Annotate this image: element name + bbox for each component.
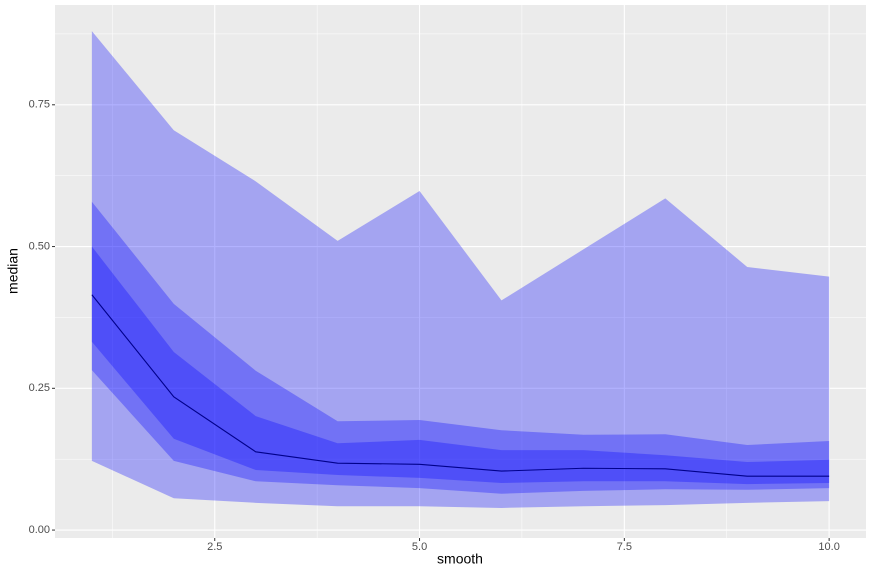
y-tick-label: 0.25	[29, 382, 50, 394]
panel	[55, 5, 866, 538]
x-tick-label: 10.0	[818, 541, 839, 553]
band	[91, 246, 830, 485]
x-axis-title: smooth	[437, 551, 483, 567]
y-axis-title: median	[5, 248, 21, 294]
x-tick-label: 7.5	[617, 541, 632, 553]
band	[91, 201, 830, 494]
band	[91, 31, 830, 508]
x-tick-label: 2.5	[207, 541, 222, 553]
x-tick-label: 5.0	[412, 541, 427, 553]
median-line	[91, 294, 830, 477]
y-tick-label: 0.50	[29, 240, 50, 252]
y-tick-label: 0.00	[29, 524, 50, 536]
y-tick-label: 0.75	[29, 99, 50, 111]
